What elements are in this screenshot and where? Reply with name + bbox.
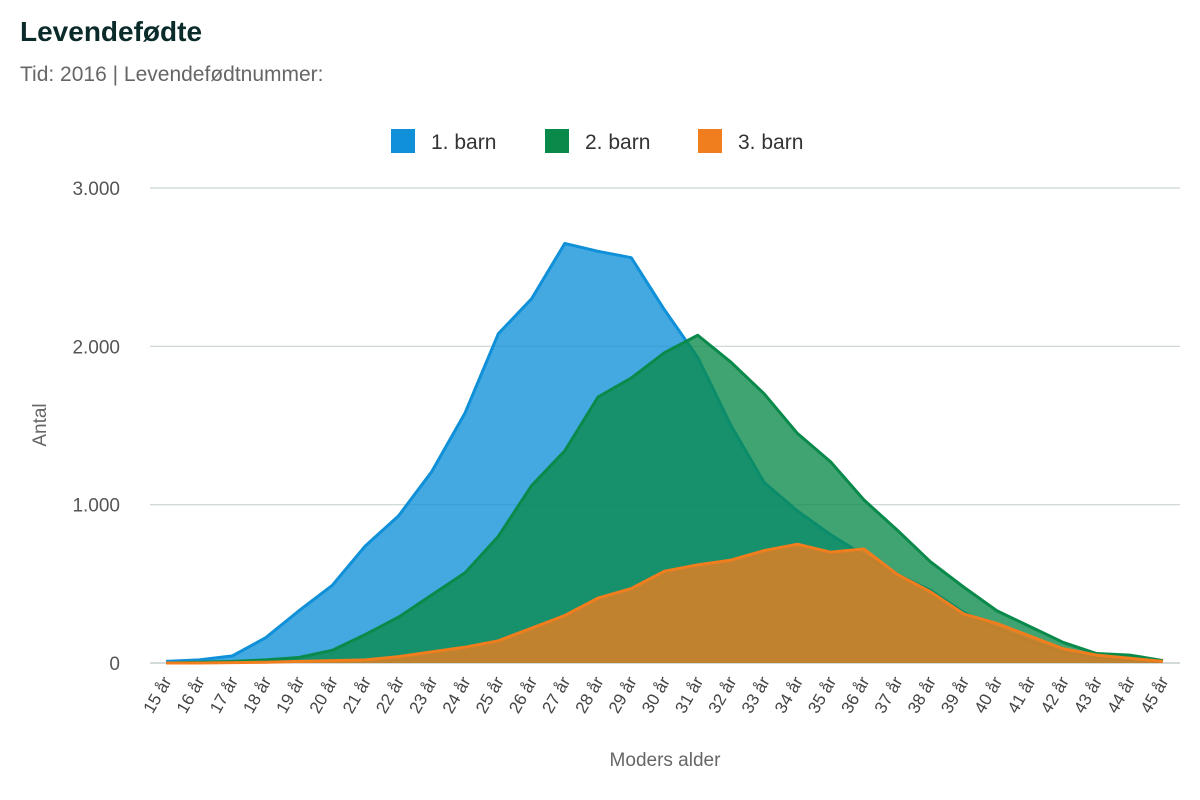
- x-tick-label: 31 år: [671, 673, 707, 716]
- x-tick-label: 24 år: [439, 673, 475, 716]
- x-tick-label: 30 år: [638, 673, 674, 716]
- x-tick-label: 27 år: [538, 673, 574, 716]
- legend: 1. barn 2. barn 3. barn: [391, 129, 803, 154]
- x-tick-label: 45 år: [1137, 673, 1173, 716]
- legend-swatch-1: [391, 129, 415, 153]
- x-tick-label: 33 år: [738, 673, 774, 716]
- y-tick-label: 3.000: [72, 179, 120, 200]
- x-tick-label: 42 år: [1037, 673, 1073, 716]
- x-tick-label: 44 år: [1103, 673, 1139, 716]
- legend-swatch-2: [545, 129, 569, 153]
- x-tick-label: 21 år: [339, 673, 375, 716]
- legend-label-2: 2. barn: [585, 131, 650, 154]
- x-tick-label: 23 år: [406, 673, 442, 716]
- x-tick-label: 26 år: [505, 673, 541, 716]
- x-tick-label: 25 år: [472, 673, 508, 716]
- legend-label-3: 3. barn: [738, 131, 803, 154]
- x-tick-label: 37 år: [871, 673, 907, 716]
- x-axis-title: Moders alder: [610, 750, 722, 771]
- y-axis-title: Antal: [30, 403, 51, 446]
- x-tick-label: 34 år: [771, 673, 807, 716]
- legend-label-1: 1. barn: [431, 131, 496, 154]
- series-line-3: [166, 542, 1164, 665]
- x-tick-label: 29 år: [605, 673, 641, 716]
- x-tick-label: 20 år: [306, 673, 342, 716]
- x-tick-label: 39 år: [937, 673, 973, 716]
- x-tick-label: 35 år: [804, 673, 840, 716]
- x-tick-label: 17 år: [206, 673, 242, 716]
- x-tick-label: 28 år: [572, 673, 608, 716]
- x-tick-label: 15 år: [140, 673, 176, 716]
- x-tick-label: 40 år: [970, 673, 1006, 716]
- series-area-2: [166, 335, 1163, 663]
- chart-title: Levendefødte: [20, 16, 203, 47]
- series-area-3: [166, 544, 1163, 663]
- x-tick-label: 18 år: [239, 673, 275, 716]
- x-tick-label: 43 år: [1070, 673, 1106, 716]
- x-tick-label: 38 år: [904, 673, 940, 716]
- x-tick-label: 16 år: [173, 673, 209, 716]
- x-tick-label: 19 år: [273, 673, 309, 716]
- series-line-2: [165, 333, 1164, 665]
- y-tick-label: 2.000: [72, 337, 120, 358]
- x-tick-label: 36 år: [838, 673, 874, 716]
- legend-swatch-3: [698, 129, 722, 153]
- y-tick-label: 0: [109, 654, 120, 675]
- x-tick-label: 22 år: [372, 673, 408, 716]
- chart-subtitle: Tid: 2016 | Levendefødtnummer:: [20, 63, 324, 86]
- y-tick-labels: 0 1.000 2.000 3.000: [72, 179, 120, 675]
- y-tick-label: 1.000: [72, 496, 120, 517]
- x-tick-label: 41 år: [1004, 673, 1040, 716]
- series-areas: [165, 241, 1164, 665]
- x-tick-label: 32 år: [705, 673, 741, 716]
